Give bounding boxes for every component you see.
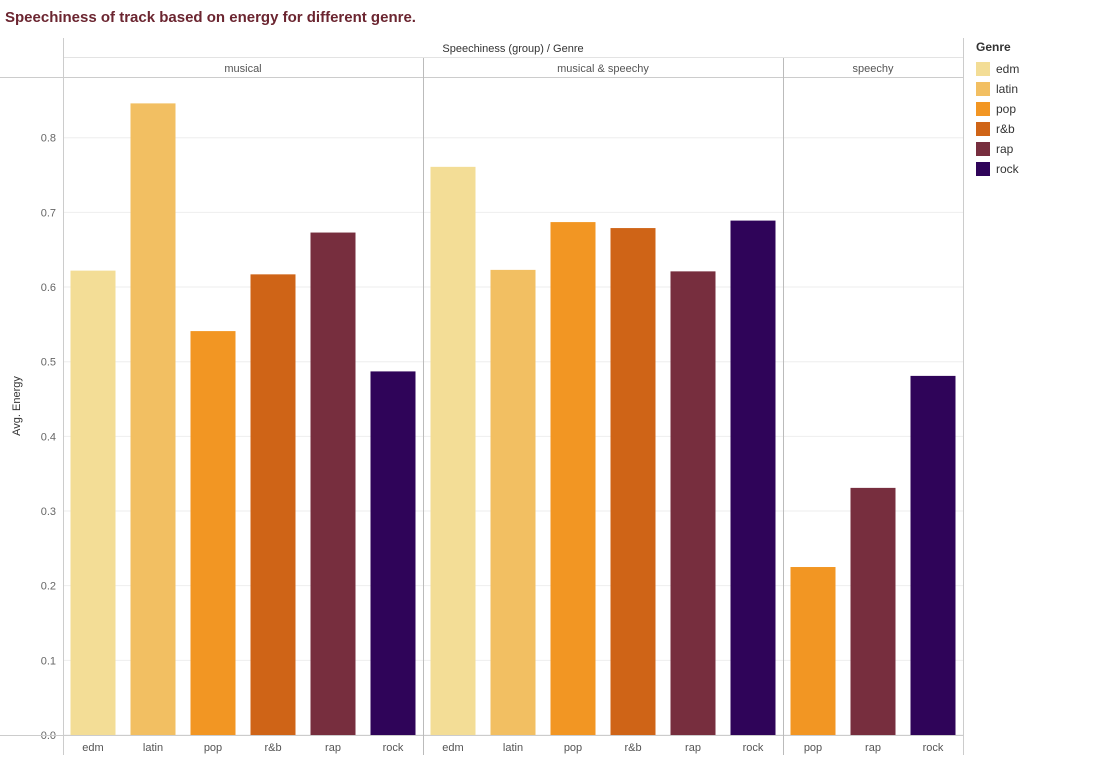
x-tick-label: rap bbox=[865, 742, 881, 754]
bar-musical-speechy-pop bbox=[550, 222, 596, 735]
x-tick-label: pop bbox=[564, 742, 582, 754]
x-tick-label: r&b bbox=[624, 742, 641, 754]
legend-item: rap bbox=[976, 139, 1019, 159]
legend-item: rock bbox=[976, 159, 1019, 179]
x-tick-label: latin bbox=[503, 742, 523, 754]
legend-item: r&b bbox=[976, 119, 1019, 139]
y-tick-label: 0.2 bbox=[41, 581, 56, 593]
bar-musical-pop bbox=[190, 331, 236, 735]
x-tick-label: rock bbox=[923, 742, 944, 754]
y-tick-label: 0.3 bbox=[41, 506, 56, 518]
legend-swatch bbox=[976, 162, 990, 176]
legend-label: rap bbox=[996, 142, 1014, 156]
legend-swatch bbox=[976, 142, 990, 156]
chart-title: Speechiness of track based on energy for… bbox=[5, 9, 416, 26]
x-tick-label: rap bbox=[325, 742, 341, 754]
group-label: musical bbox=[224, 63, 261, 75]
bar-musical-rnb bbox=[250, 274, 296, 735]
legend-label: edm bbox=[996, 62, 1020, 76]
group-label: musical & speechy bbox=[557, 63, 649, 75]
legend-title: Genre bbox=[976, 40, 1011, 54]
x-tick-label: edm bbox=[442, 742, 463, 754]
legend: Genre edm latin pop r&b rap rock bbox=[976, 40, 1019, 179]
x-tick-label: rock bbox=[743, 742, 764, 754]
y-tick-label: 0.1 bbox=[41, 655, 56, 667]
x-tick-label: edm bbox=[82, 742, 103, 754]
y-tick-label: 0.7 bbox=[41, 207, 56, 219]
bar-musical-speechy-rock bbox=[730, 220, 776, 735]
legend-label: latin bbox=[996, 82, 1019, 96]
y-tick-label: 0.8 bbox=[41, 133, 56, 145]
bar-musical-speechy-edm bbox=[430, 166, 476, 736]
bar-musical-speechy-rnb bbox=[610, 228, 656, 736]
y-axis-label: Avg. Energy bbox=[11, 376, 23, 436]
x-tick-label: rap bbox=[685, 742, 701, 754]
legend-items: edm latin pop r&b rap rock bbox=[976, 59, 1019, 179]
bar-speechy-pop bbox=[790, 567, 836, 735]
x-tick-label: pop bbox=[204, 742, 222, 754]
legend-label: rock bbox=[996, 162, 1019, 176]
bar-musical-edm bbox=[70, 270, 116, 735]
y-tick-label: 0.4 bbox=[41, 431, 56, 443]
legend-swatch bbox=[976, 102, 990, 116]
legend-item: pop bbox=[976, 99, 1019, 119]
bar-speechy-rap bbox=[850, 487, 896, 735]
bar-speechy-rock bbox=[910, 375, 956, 735]
bar-musical-rock bbox=[370, 371, 416, 735]
bar-musical-speechy-rap bbox=[670, 271, 716, 735]
x-tick-label: pop bbox=[804, 742, 822, 754]
legend-swatch bbox=[976, 62, 990, 76]
legend-label: pop bbox=[996, 102, 1017, 116]
bar-musical-rap bbox=[310, 232, 356, 735]
x-tick-label: r&b bbox=[264, 742, 281, 754]
x-tick-label: latin bbox=[143, 742, 163, 754]
column-header: Speechiness (group) / Genre bbox=[442, 43, 583, 55]
bar-musical-latin bbox=[130, 103, 176, 735]
legend-swatch bbox=[976, 82, 990, 96]
group-label: speechy bbox=[853, 63, 894, 75]
legend-item: edm bbox=[976, 59, 1019, 79]
legend-label: r&b bbox=[996, 122, 1015, 136]
bar-musical-speechy-latin bbox=[490, 269, 536, 735]
y-tick-label: 0.5 bbox=[41, 357, 56, 369]
legend-swatch bbox=[976, 122, 990, 136]
legend-item: latin bbox=[976, 79, 1019, 99]
y-tick-label: 0.6 bbox=[41, 282, 56, 294]
x-tick-label: rock bbox=[383, 742, 404, 754]
